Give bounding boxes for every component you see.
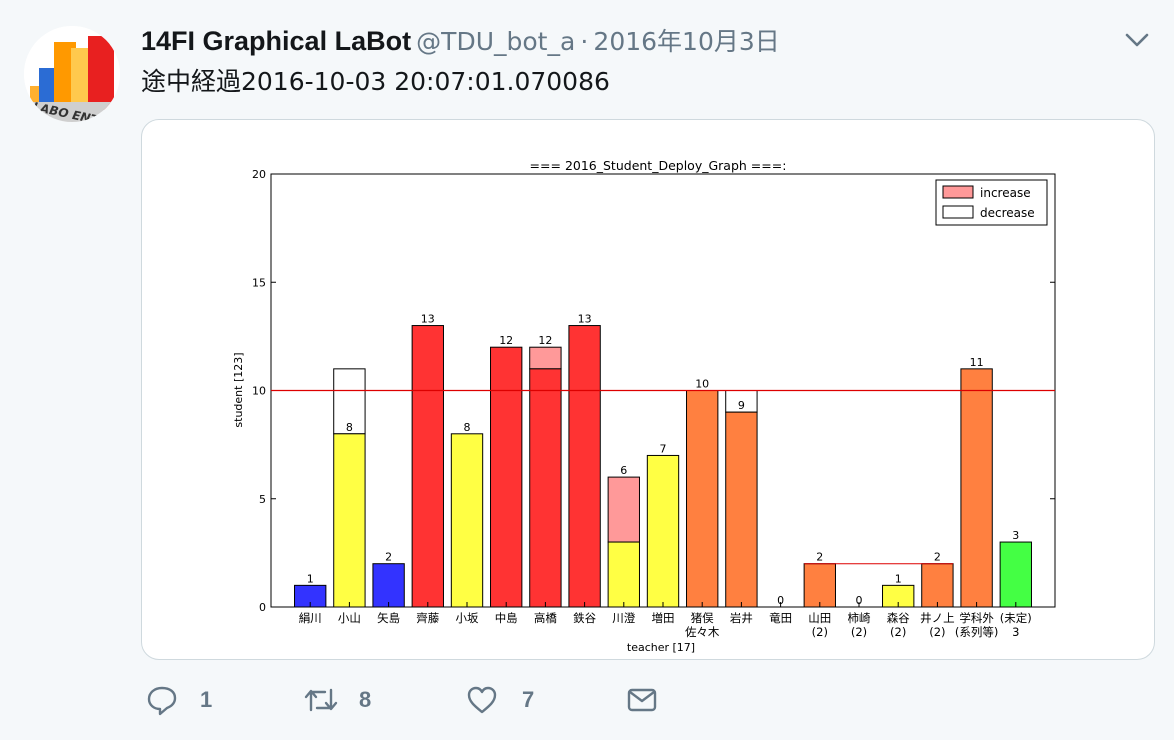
y-tick-label: 15 xyxy=(252,276,266,289)
x-tick-label: 佐々木 xyxy=(685,625,720,639)
bar-decrease xyxy=(333,368,366,435)
chart-legend: increase decrease xyxy=(935,179,1048,226)
dm-icon xyxy=(627,688,657,712)
x-tick-label: (2) xyxy=(851,625,867,639)
direct-message-button[interactable] xyxy=(626,684,658,716)
reply-button[interactable]: 1 xyxy=(146,684,212,716)
x-tick-label: 高橋 xyxy=(534,611,557,625)
tweet-actions: 1 8 7 xyxy=(0,684,1174,724)
legend-label: decrease xyxy=(980,206,1035,220)
bar-value-label: 12 xyxy=(499,334,513,347)
bar-value-label: 8 xyxy=(464,421,471,434)
bar xyxy=(960,368,993,608)
retweet-icon xyxy=(304,688,338,712)
bar-value-label: 0 xyxy=(856,594,863,607)
avatar-graph-icon: LABO ENTRY xyxy=(24,26,120,122)
bar xyxy=(921,563,954,608)
bar xyxy=(333,433,366,608)
bar-chart: === 2016_Student_Deploy_Graph ===: stude… xyxy=(232,158,1056,654)
legend-swatch xyxy=(942,185,974,199)
x-tick-label: 猪俣 xyxy=(691,611,714,625)
like-button[interactable]: 7 xyxy=(466,684,534,716)
x-tick-label: (2) xyxy=(812,625,828,639)
bar xyxy=(725,411,758,608)
tweet-header: 14FI Graphical LaBot @TDU_bot_a · 2016年1… xyxy=(141,22,780,58)
bar-value-label: 6 xyxy=(620,464,627,477)
like-count: 7 xyxy=(522,687,535,712)
x-tick-label: 3 xyxy=(1012,625,1019,639)
display-name[interactable]: 14FI Graphical LaBot xyxy=(141,26,412,56)
x-tick-label: 矢島 xyxy=(377,611,400,625)
x-tick-label: 絹川 xyxy=(299,611,322,625)
reply-icon xyxy=(147,686,177,716)
bar-increase xyxy=(529,346,562,370)
like-icon xyxy=(467,686,497,714)
x-tick-label: 井ノ上 xyxy=(920,611,955,625)
bar xyxy=(568,325,601,608)
retweet-count: 8 xyxy=(359,687,372,712)
y-tick-label: 0 xyxy=(259,601,266,614)
bar-value-label: 9 xyxy=(738,399,745,412)
user-handle[interactable]: @TDU_bot_a xyxy=(416,27,576,56)
x-tick-label: (未定) xyxy=(1000,611,1032,625)
bar xyxy=(607,541,640,608)
y-tick-label: 20 xyxy=(252,168,266,181)
chevron-down-icon[interactable] xyxy=(1122,28,1152,52)
media-card[interactable]: === 2016_Student_Deploy_Graph ===: stude… xyxy=(141,119,1155,660)
x-tick-label: (系列等) xyxy=(955,625,998,639)
bar xyxy=(450,433,484,608)
bar xyxy=(490,346,523,608)
retweet-button[interactable]: 8 xyxy=(303,684,371,716)
x-tick-label: 小坂 xyxy=(456,611,479,625)
x-tick-label: 増田 xyxy=(652,611,675,625)
x-tick-label: 竜田 xyxy=(769,611,792,625)
bar-value-label: 11 xyxy=(970,356,984,369)
y-tick-label: 5 xyxy=(259,493,266,506)
bar xyxy=(803,563,836,608)
tweet-text: 途中経過2016-10-03 20:07:01.070086 xyxy=(141,67,610,96)
bar xyxy=(372,563,405,608)
x-tick-label: 岩井 xyxy=(730,611,753,625)
bar xyxy=(646,454,680,608)
bar-value-label: 13 xyxy=(421,313,435,326)
x-tick-label: 中島 xyxy=(495,611,518,625)
tweet-date[interactable]: 2016年10月3日 xyxy=(593,27,780,56)
legend-swatch xyxy=(942,205,974,219)
x-tick-label: 鉄谷 xyxy=(573,611,596,625)
reply-count: 1 xyxy=(200,687,213,712)
legend-label: increase xyxy=(980,186,1031,200)
x-tick-label: 齊藤 xyxy=(416,611,439,625)
y-axis-label: student [123] xyxy=(232,352,245,427)
bar-value-label: 1 xyxy=(895,572,902,585)
bar xyxy=(411,325,444,608)
x-tick-label: 柿崎 xyxy=(848,611,871,625)
x-tick-label: (2) xyxy=(929,625,945,639)
x-tick-label: (2) xyxy=(890,625,906,639)
bar xyxy=(999,541,1032,608)
x-tick-label: 学科外 xyxy=(959,611,994,625)
separator-dot: · xyxy=(580,27,589,56)
bar-increase xyxy=(607,476,640,543)
x-axis-label: teacher [17] xyxy=(627,641,695,654)
chart-title: === 2016_Student_Deploy_Graph ===: xyxy=(530,158,787,173)
bar xyxy=(686,390,719,608)
bar-value-label: 1 xyxy=(307,572,314,585)
y-tick-label: 10 xyxy=(252,385,266,398)
x-tick-label: 森谷 xyxy=(887,611,910,625)
bar-value-label: 0 xyxy=(777,594,784,607)
bar xyxy=(529,368,562,608)
x-tick-label: 川澄 xyxy=(612,611,635,625)
bar-value-label: 2 xyxy=(934,551,941,564)
x-tick-label: 小山 xyxy=(338,611,361,625)
avatar[interactable]: LABO ENTRY xyxy=(24,26,120,122)
bar-value-label: 2 xyxy=(816,551,823,564)
x-tick-label: 山田 xyxy=(808,611,831,625)
bar-value-label: 10 xyxy=(695,378,709,391)
bar-value-label: 2 xyxy=(385,551,392,564)
bar-value-label: 12 xyxy=(538,334,552,347)
bar-value-label: 8 xyxy=(346,421,353,434)
bar-value-label: 7 xyxy=(660,442,667,455)
bar-value-label: 3 xyxy=(1012,529,1019,542)
bar-value-label: 13 xyxy=(578,313,592,326)
